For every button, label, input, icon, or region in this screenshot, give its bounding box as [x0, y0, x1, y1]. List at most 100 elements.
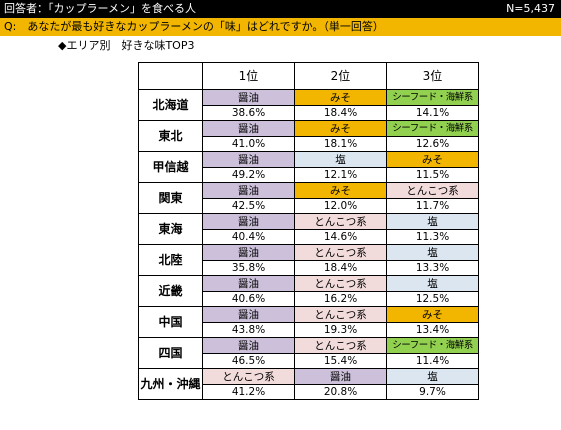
flavor-cell: とんこつ系 — [294, 306, 387, 323]
table-row: 43.8% 19.3% 13.4% — [139, 322, 479, 338]
flavor-cell: 醤油 — [202, 89, 295, 106]
flavor-cell: とんこつ系 — [202, 368, 295, 385]
table-subtitle: ◆エリア別 好きな味TOP3 — [58, 39, 195, 52]
question-bar: Q: あなたが最も好きなカップラーメンの「味」はどれですか。（単一回答） — [0, 18, 561, 36]
column-header-rank-3: 3位 — [386, 62, 479, 90]
flavor-cell: 醤油 — [202, 337, 295, 354]
respondent-label: 回答者：「カップラーメン」を食べる人 — [4, 2, 197, 15]
percent-cell: 42.5% — [202, 198, 295, 214]
ranking-table: 1位 2位 3位 北海道 醤油 みそ シーフード・海鮮系 38.6% 18.4% 14.1%… — [138, 62, 479, 400]
flavor-cell: 醤油 — [202, 120, 295, 137]
region-label: 東北 — [138, 120, 203, 152]
percent-cell: 12.5% — [386, 291, 479, 307]
percent-cell: 14.1% — [386, 105, 479, 121]
flavor-cell: 塩 — [294, 151, 387, 168]
region-label: 北陸 — [138, 244, 203, 276]
flavor-cell: とんこつ系 — [294, 244, 387, 261]
percent-cell: 12.1% — [294, 167, 387, 183]
flavor-cell: シーフード・海鮮系 — [386, 337, 479, 354]
table-row: 42.5% 12.0% 11.7% — [139, 198, 479, 214]
flavor-cell: シーフード・海鮮系 — [386, 89, 479, 106]
percent-cell: 14.6% — [294, 229, 387, 245]
table-row: 北海道 醤油 みそ シーフード・海鮮系 — [138, 89, 479, 121]
table-row: 甲信越 醤油塩みそ — [138, 151, 479, 183]
header-row: 1位 2位 3位 — [138, 62, 479, 90]
column-header-rank-1: 1位 — [202, 62, 295, 90]
table-row: 北陸 醤油 とんこつ系塩 — [138, 244, 479, 276]
flavor-cell: 塩 — [386, 275, 479, 292]
flavor-cell: みそ — [386, 151, 479, 168]
table-row: 近畿 醤油 とんこつ系塩 — [138, 275, 479, 307]
percent-cell: 40.4% — [202, 229, 295, 245]
percent-cell: 40.6% — [202, 291, 295, 307]
region-label: 甲信越 — [138, 151, 203, 183]
percent-cell: 13.3% — [386, 260, 479, 276]
table-row: 46.5% 15.4% 11.4% — [139, 353, 479, 369]
percent-cell: 11.7% — [386, 198, 479, 214]
percent-cell: 18.4% — [294, 105, 387, 121]
region-label: 九州・沖縄 — [138, 368, 203, 400]
region-label: 北海道 — [138, 89, 203, 121]
question-text: Q: あなたが最も好きなカップラーメンの「味」はどれですか。（単一回答） — [4, 20, 384, 33]
flavor-cell: とんこつ系 — [294, 337, 387, 354]
flavor-cell: 醤油 — [202, 213, 295, 230]
table-row: 40.4% 14.6% 11.3% — [139, 229, 479, 245]
percent-cell: 18.1% — [294, 136, 387, 152]
percent-cell: 49.2% — [202, 167, 295, 183]
percent-cell: 11.3% — [386, 229, 479, 245]
percent-cell: 43.8% — [202, 322, 295, 338]
flavor-cell: みそ — [294, 182, 387, 199]
respondent-bar: 回答者：「カップラーメン」を食べる人 N=5,437 — [0, 0, 561, 18]
region-label: 中国 — [138, 306, 203, 338]
flavor-cell: とんこつ系 — [294, 213, 387, 230]
percent-cell: 41.2% — [202, 384, 295, 400]
percent-cell: 13.4% — [386, 322, 479, 338]
table-row: 41.2% 20.8% 9.7% — [139, 384, 479, 400]
percent-cell: 20.8% — [294, 384, 387, 400]
percent-cell: 11.4% — [386, 353, 479, 369]
corner-cell — [138, 62, 203, 90]
percent-cell: 9.7% — [386, 384, 479, 400]
table-row: 九州・沖縄 とんこつ系 醤油塩 — [138, 368, 479, 400]
percent-cell: 46.5% — [202, 353, 295, 369]
sample-size: N=5,437 — [506, 2, 555, 15]
flavor-cell: 塩 — [386, 244, 479, 261]
flavor-cell: みそ — [386, 306, 479, 323]
flavor-cell: シーフード・海鮮系 — [386, 120, 479, 137]
flavor-cell: 醤油 — [202, 244, 295, 261]
percent-cell: 35.8% — [202, 260, 295, 276]
percent-cell: 18.4% — [294, 260, 387, 276]
region-label: 東海 — [138, 213, 203, 245]
flavor-cell: みそ — [294, 89, 387, 106]
flavor-cell: 醤油 — [202, 275, 295, 292]
percent-cell: 12.0% — [294, 198, 387, 214]
percent-cell: 11.5% — [386, 167, 479, 183]
percent-cell: 16.2% — [294, 291, 387, 307]
percent-cell: 41.0% — [202, 136, 295, 152]
region-label: 関東 — [138, 182, 203, 214]
flavor-cell: 塩 — [386, 368, 479, 385]
flavor-cell: 醤油 — [202, 182, 295, 199]
flavor-cell: 醤油 — [202, 151, 295, 168]
table-row: 40.6% 16.2% 12.5% — [139, 291, 479, 307]
flavor-cell: 醤油 — [294, 368, 387, 385]
flavor-cell: 塩 — [386, 213, 479, 230]
percent-cell: 19.3% — [294, 322, 387, 338]
table-row: 四国 醤油 とんこつ系 シーフード・海鮮系 — [138, 337, 479, 369]
region-label: 近畿 — [138, 275, 203, 307]
table-row: 関東 醤油 みそ とんこつ系 — [138, 182, 479, 214]
percent-cell: 12.6% — [386, 136, 479, 152]
table-row: 35.8% 18.4% 13.3% — [139, 260, 479, 276]
table-row: 中国 醤油 とんこつ系 みそ — [138, 306, 479, 338]
column-header-rank-2: 2位 — [294, 62, 387, 90]
region-label: 四国 — [138, 337, 203, 369]
flavor-cell: みそ — [294, 120, 387, 137]
flavor-cell: 醤油 — [202, 306, 295, 323]
percent-cell: 15.4% — [294, 353, 387, 369]
table-row: 東海 醤油 とんこつ系塩 — [138, 213, 479, 245]
flavor-cell: とんこつ系 — [294, 275, 387, 292]
table-row: 41.0% 18.1% 12.6% — [139, 136, 479, 152]
table-row: 東北 醤油 みそ シーフード・海鮮系 — [138, 120, 479, 152]
flavor-cell: とんこつ系 — [386, 182, 479, 199]
percent-cell: 38.6% — [202, 105, 295, 121]
